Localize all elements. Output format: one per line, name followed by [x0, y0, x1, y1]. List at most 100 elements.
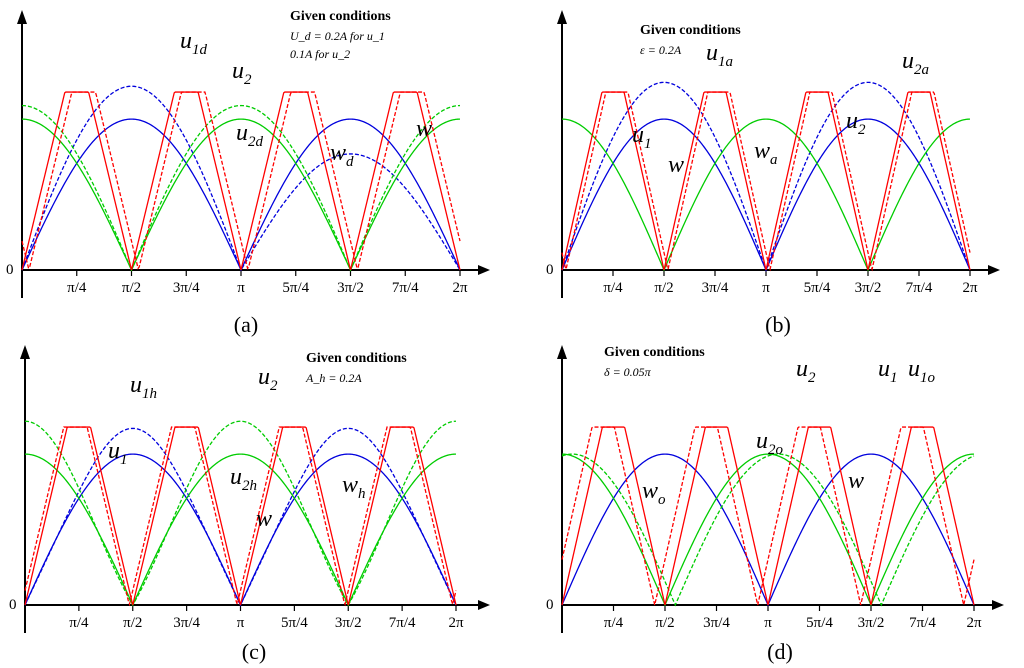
conditions-title: Given conditions: [604, 345, 705, 360]
conditions-line: U_d = 0.2A for u_1: [290, 29, 385, 43]
x-tick-label: π/2: [123, 615, 142, 631]
x-tick-label: 3π/2: [858, 615, 885, 631]
x-tick-label: π/2: [655, 615, 674, 631]
curve-w: [24, 426, 457, 606]
panel-label: (a): [234, 312, 258, 337]
x-tick-label: 5π/4: [806, 615, 833, 631]
curve-u1: [561, 453, 975, 607]
x-tick-label: 3π/2: [335, 615, 362, 631]
curve-label: u2h: [230, 464, 257, 494]
x-tick-label: 3π/2: [337, 280, 364, 296]
x-tick-label: π/4: [603, 280, 623, 296]
curve-label: u2o: [756, 428, 784, 458]
x-tick-label: 5π/4: [804, 280, 831, 296]
x-tick-label: 2π: [962, 280, 978, 296]
x-axis-arrow: [478, 265, 490, 275]
curve-label: w: [668, 152, 684, 178]
x-tick-label: 5π/4: [282, 280, 309, 296]
curve-u2h: [24, 420, 457, 607]
curve-u2o: [561, 453, 975, 607]
conditions-title: Given conditions: [306, 351, 407, 366]
x-tick-label: 7π/4: [909, 615, 936, 631]
x-tick-label: 7π/4: [392, 280, 419, 296]
x-tick-label: 5π/4: [281, 615, 308, 631]
conditions-title: Given conditions: [640, 23, 741, 38]
origin-label: 0: [9, 597, 17, 613]
curve-label: u1o: [908, 356, 936, 386]
panel-label: (b): [765, 312, 791, 337]
curve-wh: [24, 426, 457, 607]
x-tick-label: π: [237, 280, 245, 296]
panel-0: 0 π/4 π/2 3π/4 π 5π/4 3π/2 7π/4 2π (a) Given condi…: [6, 9, 490, 337]
x-tick-label: 3π/2: [855, 280, 882, 296]
origin-label: 0: [6, 262, 14, 278]
x-tick-label: π/4: [604, 615, 624, 631]
y-axis-arrow: [557, 10, 567, 24]
conditions-line: δ = 0.05π: [604, 365, 652, 379]
curve-u1a: [561, 81, 971, 272]
curve-label: u1: [108, 438, 128, 468]
x-tick-label: π/2: [654, 280, 673, 296]
conditions-line: ε = 0.2A: [640, 43, 682, 57]
curve-u2: [561, 453, 975, 607]
curve-label: wo: [642, 478, 666, 508]
x-tick-label: π: [762, 280, 770, 296]
y-axis-arrow: [17, 10, 27, 24]
origin-label: 0: [546, 262, 554, 278]
curve-label: u1h: [130, 372, 157, 402]
x-tick-label: 3π/4: [703, 615, 730, 631]
curve-label: u2a: [902, 48, 929, 78]
curve-label: wh: [342, 472, 366, 502]
curve-u1d: [21, 85, 461, 272]
x-tick-label: π/4: [67, 280, 87, 296]
conditions-line: 0.1A for u_2: [290, 47, 350, 61]
curve-label: u1: [878, 356, 898, 386]
panel-2: 0 π/4 π/2 3π/4 π 5π/4 3π/2 7π/4 2π (c) Given condi…: [9, 345, 490, 664]
curve-u2d: [21, 104, 461, 272]
curve-label: u1d: [180, 28, 208, 58]
x-tick-label: 2π: [448, 615, 464, 631]
x-tick-label: 2π: [452, 280, 468, 296]
panel-3: 0 π/4 π/2 3π/4 π 5π/4 3π/2 7π/4 2π (d) Given condi…: [546, 345, 1004, 664]
x-tick-label: π/4: [69, 615, 89, 631]
panel-label: (c): [242, 639, 266, 664]
curve-wd: [21, 91, 461, 270]
panel-label: (d): [767, 639, 793, 664]
origin-label: 0: [546, 597, 554, 613]
conditions-title: Given conditions: [290, 9, 391, 24]
curve-label: u1: [632, 122, 652, 152]
panel-1: 0 π/4 π/2 3π/4 π 5π/4 3π/2 7π/4 2π (b) Given condi…: [546, 10, 1000, 337]
x-axis-arrow: [478, 600, 490, 610]
x-tick-label: 3π/4: [173, 280, 200, 296]
y-axis-arrow: [20, 345, 30, 359]
conditions-line: A_h = 0.2A: [305, 371, 362, 385]
curve-w: [561, 426, 975, 606]
x-tick-label: π/2: [122, 280, 141, 296]
curve-u2: [21, 118, 461, 272]
curve-label: u2: [232, 58, 252, 88]
x-tick-label: 3π/4: [702, 280, 729, 296]
curve-label: wd: [330, 140, 354, 170]
curve-w: [561, 91, 971, 271]
x-tick-label: π: [237, 615, 245, 631]
curve-u2: [561, 118, 971, 272]
x-axis-arrow: [992, 600, 1004, 610]
y-axis-arrow: [557, 345, 567, 359]
curve-label: u2d: [236, 120, 264, 150]
curve-wa: [561, 91, 971, 272]
x-tick-label: π: [764, 615, 772, 631]
x-tick-label: 7π/4: [906, 280, 933, 296]
curve-label: u1a: [706, 40, 733, 70]
curve-label: u2: [846, 108, 866, 138]
curve-label: w: [416, 116, 432, 142]
curve-label: u2: [796, 356, 816, 386]
curve-wo: [561, 426, 975, 606]
x-tick-label: 2π: [966, 615, 982, 631]
curve-label: u2: [258, 364, 278, 394]
curve-label: wa: [754, 138, 778, 168]
curve-label: w: [848, 468, 864, 494]
x-tick-label: 3π/4: [173, 615, 200, 631]
x-tick-label: 7π/4: [389, 615, 416, 631]
curve-w: [21, 91, 461, 271]
